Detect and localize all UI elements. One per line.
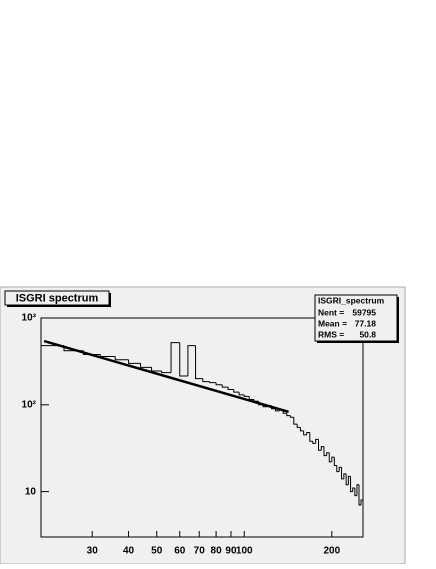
histogram-bin (306, 431, 310, 435)
stats-label: Nent = (318, 307, 344, 317)
histogram-bin (274, 408, 280, 412)
histogram-bin (286, 413, 291, 417)
stats-label: Mean = (318, 318, 347, 328)
y-tick-label: 10 (25, 486, 37, 497)
histogram-bin (358, 484, 362, 506)
stats-value: 59795 (352, 307, 376, 317)
histogram-bin (360, 499, 363, 506)
histogram-bin (140, 363, 152, 368)
title-box (4, 290, 110, 306)
histogram-bin (233, 389, 240, 393)
histogram-bin (328, 452, 332, 463)
x-tick-label: 80 (211, 546, 223, 557)
histogram-bin (179, 342, 188, 377)
histogram-bin (354, 488, 357, 497)
histogram-bin (309, 432, 313, 442)
histogram-bin (323, 446, 327, 457)
x-tick-label: 50 (151, 546, 163, 557)
histogram-bin (227, 387, 234, 391)
histogram-bin (352, 487, 355, 492)
histogram-bin (296, 424, 301, 428)
histogram-bin (238, 392, 245, 396)
stats-box (314, 294, 398, 342)
x-tick-label: 30 (87, 546, 99, 557)
histogram-bin (187, 345, 196, 376)
histogram-bin (331, 456, 335, 462)
histogram-bin (293, 417, 298, 425)
fit-line (43, 339, 289, 414)
histogram-bin (312, 441, 316, 444)
stats-value: 50.8 (359, 329, 376, 339)
histogram-bin (215, 382, 223, 386)
histogram-bin (299, 427, 304, 432)
histogram-bin (347, 475, 351, 485)
histogram-bin (114, 356, 129, 361)
histogram-bin (333, 457, 337, 466)
histogram-bin (209, 381, 217, 384)
histogram-bin (336, 465, 340, 473)
histogram-bin (345, 473, 349, 486)
stats-value: 77.18 (355, 318, 377, 328)
histogram-bin (170, 342, 180, 373)
histogram-bin (221, 384, 229, 388)
histogram-bin (318, 439, 322, 451)
histogram-bin (343, 473, 347, 479)
histogram-bin (326, 452, 330, 456)
histogram-bin (161, 371, 172, 374)
x-tick-label: 200 (323, 546, 340, 557)
histogram-bin (315, 438, 319, 444)
stats-title: ISGRI_spectrum (318, 295, 385, 305)
x-tick-label: 90 (225, 546, 237, 557)
histogram-bin (320, 446, 325, 451)
histogram-bin (356, 484, 359, 496)
histogram-bin (350, 476, 353, 493)
histogram-bin (289, 415, 294, 418)
histogram-bin (128, 359, 141, 364)
stats-label: RMS = (318, 329, 344, 339)
histogram-bin (341, 467, 344, 480)
x-tick-label: 100 (236, 546, 253, 557)
histogram-bin (202, 378, 210, 383)
x-tick-label: 40 (123, 546, 135, 557)
y-tick-label: 10³ (22, 313, 37, 324)
histogram-bin (303, 430, 307, 436)
x-tick-label: 70 (194, 546, 206, 557)
histogram-bin (338, 466, 342, 472)
chart-title: ISGRI spectrum (16, 292, 99, 304)
y-tick-label: 10² (22, 399, 37, 410)
plot-frame (40, 317, 364, 538)
histogram-bin (195, 345, 203, 380)
x-tick-label: 60 (174, 546, 186, 557)
histogram-bin (243, 394, 250, 397)
